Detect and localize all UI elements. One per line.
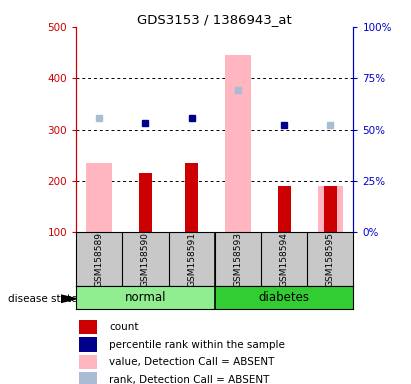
- Text: GSM158590: GSM158590: [141, 232, 150, 287]
- Bar: [79, 355, 97, 369]
- Bar: [139, 173, 152, 232]
- Bar: [318, 186, 343, 232]
- Bar: [185, 163, 198, 232]
- Bar: [86, 163, 112, 232]
- Text: count: count: [109, 322, 139, 332]
- Title: GDS3153 / 1386943_at: GDS3153 / 1386943_at: [137, 13, 292, 26]
- Text: GSM158593: GSM158593: [233, 232, 242, 287]
- Text: GSM158595: GSM158595: [326, 232, 335, 287]
- Text: disease state: disease state: [8, 294, 78, 304]
- Bar: [215, 286, 353, 309]
- Text: percentile rank within the sample: percentile rank within the sample: [109, 339, 285, 349]
- Text: value, Detection Call = ABSENT: value, Detection Call = ABSENT: [109, 357, 274, 367]
- Polygon shape: [61, 295, 76, 303]
- Text: normal: normal: [125, 291, 166, 304]
- Bar: [324, 186, 337, 232]
- Text: GSM158589: GSM158589: [95, 232, 104, 287]
- Bar: [79, 337, 97, 352]
- Bar: [79, 372, 97, 384]
- Text: GSM158591: GSM158591: [187, 232, 196, 287]
- Text: rank, Detection Call = ABSENT: rank, Detection Call = ABSENT: [109, 375, 269, 384]
- Bar: [79, 320, 97, 334]
- Text: diabetes: diabetes: [259, 291, 309, 304]
- Bar: [225, 55, 251, 232]
- Bar: [278, 186, 291, 232]
- Text: GSM158594: GSM158594: [279, 232, 289, 286]
- Bar: [76, 286, 215, 309]
